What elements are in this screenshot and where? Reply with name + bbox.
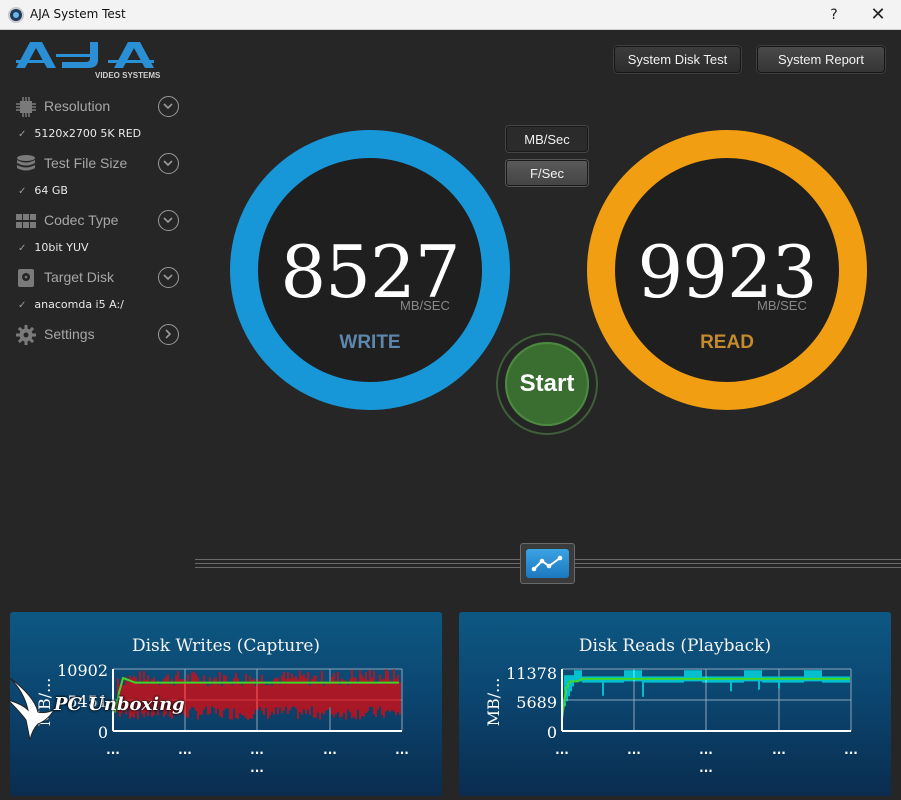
close-button[interactable]: ✕ bbox=[870, 4, 886, 25]
x-tick-label: ... bbox=[106, 743, 120, 757]
write-label: WRITE bbox=[339, 332, 401, 353]
chevron-down-icon[interactable] bbox=[158, 96, 179, 117]
sidebar-item-test-file-size[interactable]: Test File Size bbox=[16, 152, 181, 176]
y-tick-label: 5451 bbox=[67, 692, 108, 711]
start-button-ring: Start bbox=[496, 333, 598, 435]
chart-title: Disk Reads (Playback) bbox=[578, 636, 772, 656]
sidebar-item-target-disk[interactable]: Target Disk bbox=[16, 266, 181, 290]
chart-title: Disk Writes (Capture) bbox=[131, 636, 321, 656]
stack-icon bbox=[16, 154, 36, 174]
system-disk-test-button[interactable]: System Disk Test bbox=[614, 46, 741, 73]
sidebar-item-label: Target Disk bbox=[44, 269, 115, 285]
check-icon: ✓ bbox=[18, 243, 27, 254]
y-tick-label: 10902 bbox=[57, 661, 108, 680]
x-tick-label: ... bbox=[844, 743, 858, 757]
mb-sec-button[interactable]: MB/Sec bbox=[506, 126, 588, 152]
check-icon: ✓ bbox=[18, 129, 27, 140]
grid-icon bbox=[16, 211, 36, 231]
watermark-text: PC Unboxing bbox=[54, 694, 185, 715]
chevron-right-icon[interactable] bbox=[158, 324, 179, 345]
sidebar-item-label: Test File Size bbox=[44, 155, 128, 171]
check-icon: ✓ bbox=[18, 186, 27, 197]
line-graph-icon bbox=[526, 549, 569, 578]
sidebar-value-test-file-size: ✓ 64 GB bbox=[18, 184, 68, 197]
x-tick-label: ... bbox=[555, 743, 569, 757]
sidebar-item-label: Codec Type bbox=[44, 212, 119, 228]
sidebar-item-codec-type[interactable]: Codec Type bbox=[16, 209, 181, 233]
write-average-line bbox=[114, 676, 399, 713]
sidebar-item-label: Resolution bbox=[44, 98, 111, 114]
logo-subtitle: VIDEO SYSTEMS bbox=[95, 71, 161, 80]
sidebar-item-settings[interactable]: Settings bbox=[16, 323, 181, 347]
check-icon: ✓ bbox=[18, 300, 27, 311]
graph-toggle-button[interactable] bbox=[520, 543, 575, 584]
sidebar-item-resolution[interactable]: Resolution bbox=[16, 95, 181, 119]
window-title: AJA System Test bbox=[30, 7, 126, 21]
disk-writes-chart: Disk Writes (Capture) 10902 5451 0 MB/..… bbox=[10, 612, 442, 796]
sidebar-value-target-disk: ✓ anacomda i5 A:/ bbox=[18, 298, 124, 311]
y-tick-label: 0 bbox=[547, 723, 557, 742]
system-report-button[interactable]: System Report bbox=[757, 46, 885, 73]
x-tick-label: ... bbox=[395, 743, 409, 757]
sidebar-value-codec-type: ✓ 10bit YUV bbox=[18, 241, 89, 254]
read-average-line bbox=[561, 677, 850, 719]
read-gauge: 9923 MB/SEC READ bbox=[587, 130, 867, 410]
help-button[interactable]: ? bbox=[830, 7, 838, 23]
write-speed-unit: MB/SEC bbox=[400, 298, 450, 313]
read-label: READ bbox=[700, 332, 754, 353]
disk-reads-chart: Disk Reads (Playback) 11378 5689 0 MB/..… bbox=[459, 612, 891, 796]
x-axis-label: ... bbox=[699, 761, 713, 775]
bird-logo-icon bbox=[6, 677, 56, 741]
x-axis-label: ... bbox=[250, 761, 264, 775]
y-tick-label: 11378 bbox=[506, 664, 557, 683]
pc-unboxing-watermark: PC Unboxing bbox=[4, 670, 194, 750]
app-icon bbox=[8, 7, 24, 23]
x-tick-label: ... bbox=[772, 743, 786, 757]
x-tick-label: ... bbox=[627, 743, 641, 757]
chevron-down-icon[interactable] bbox=[158, 153, 179, 174]
write-speed-value: 8527 bbox=[280, 230, 460, 314]
sidebar-item-label: Settings bbox=[44, 326, 95, 342]
y-tick-label: 5689 bbox=[516, 693, 557, 712]
title-bar: AJA System Test ? ✕ bbox=[0, 0, 901, 30]
read-speed-unit: MB/SEC bbox=[757, 298, 807, 313]
disk-icon bbox=[16, 268, 36, 288]
chevron-down-icon[interactable] bbox=[158, 210, 179, 231]
read-bars bbox=[564, 670, 850, 707]
x-tick-label: ... bbox=[250, 743, 264, 757]
y-axis-label: MB/... bbox=[484, 678, 503, 727]
chevron-down-icon[interactable] bbox=[158, 267, 179, 288]
x-tick-label: ... bbox=[699, 743, 713, 757]
x-tick-label: ... bbox=[178, 743, 192, 757]
x-tick-label: ... bbox=[323, 743, 337, 757]
chip-icon bbox=[16, 97, 36, 117]
write-gauge: 8527 MB/SEC WRITE bbox=[230, 130, 510, 410]
aja-logo: VIDEO SYSTEMS bbox=[16, 38, 166, 82]
f-sec-button[interactable]: F/Sec bbox=[506, 160, 588, 186]
gear-icon bbox=[16, 325, 36, 345]
start-button[interactable]: Start bbox=[505, 342, 589, 426]
y-tick-label: 0 bbox=[98, 723, 108, 742]
sidebar-value-resolution: ✓ 5120x2700 5K RED bbox=[18, 127, 142, 140]
read-speed-value: 9923 bbox=[637, 230, 817, 314]
